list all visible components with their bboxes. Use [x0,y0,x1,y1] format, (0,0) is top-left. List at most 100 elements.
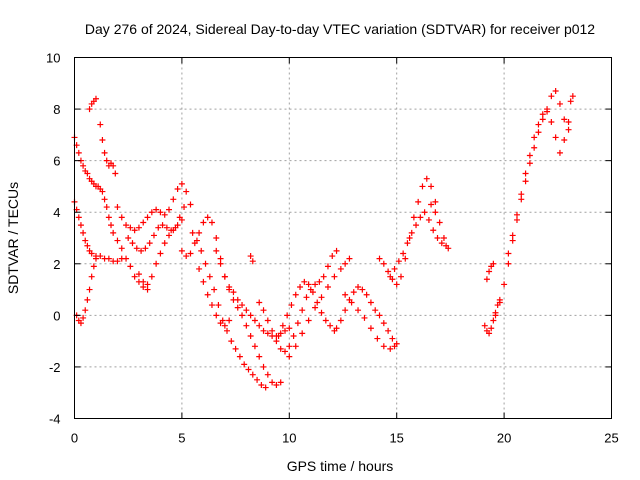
data-point [331,273,338,280]
data-point [221,273,228,280]
data-point [565,118,572,125]
data-point [535,121,542,128]
data-point [153,260,160,267]
series-arc-e [114,180,194,234]
data-point [208,302,215,309]
data-point [127,263,134,270]
data-point [324,283,331,290]
data-point [183,253,190,260]
data-point [483,276,490,283]
data-point [249,371,256,378]
data-point [234,304,241,311]
data-point [127,224,134,231]
data-point [159,222,166,229]
data-point [486,330,493,337]
data-point [140,219,147,226]
y-axis-title: SDTVAR / TECUs [5,182,21,294]
series-arc-l [247,253,256,265]
data-point [92,255,99,262]
data-point [279,322,286,329]
data-point [82,307,89,314]
data-point [163,224,170,231]
data-point [146,240,153,247]
series-arc-j [196,265,233,329]
data-point [518,196,525,203]
data-point [522,170,529,177]
data-point [228,338,235,345]
data-point [526,152,533,159]
data-point [196,265,203,272]
data-point [140,283,147,290]
series-arc-q [342,291,398,352]
data-point [397,273,404,280]
y-tick-label: 4 [53,205,60,220]
data-point [413,222,420,229]
data-point [157,250,164,257]
data-point [245,366,252,373]
series-arc-a [71,134,151,293]
data-point [86,286,93,293]
data-point [496,299,503,306]
data-point [114,237,121,244]
data-point [247,312,254,319]
data-point [243,307,250,314]
data-point [342,307,349,314]
data-point [286,343,293,350]
data-point [492,312,499,319]
data-point [312,281,319,288]
data-point [333,247,340,254]
data-point [260,363,267,370]
data-point [99,137,106,144]
data-point [359,286,366,293]
data-point [258,381,265,388]
data-point [114,258,121,265]
data-point [297,283,304,290]
data-point [77,222,84,229]
data-point [438,240,445,247]
series-arc-o [286,255,353,360]
data-point [105,255,112,262]
data-point [361,314,368,321]
data-point [189,229,196,236]
data-point [221,322,228,329]
data-point [425,216,432,223]
data-point [355,307,362,314]
data-point [367,299,374,306]
data-point [131,273,138,280]
data-point [488,325,495,332]
data-point [234,296,241,303]
data-point [342,291,349,298]
data-point [208,219,215,226]
data-point [342,260,349,267]
data-point [434,235,441,241]
data-point [230,289,237,296]
data-point [97,253,104,260]
data-point [531,144,538,151]
data-point [88,273,95,280]
data-point [254,376,261,383]
data-point [337,317,344,324]
data-point [217,320,224,327]
data-point [118,245,125,252]
data-point [183,188,190,195]
data-point [393,281,400,288]
data-point [402,255,409,262]
data-point [148,273,155,280]
data-point [277,345,284,352]
data-point [239,302,246,309]
data-point [406,235,413,241]
y-tick-label: 2 [53,257,60,272]
data-point [305,317,312,324]
data-point [363,291,370,298]
data-point [552,134,559,141]
data-point [481,322,488,329]
data-point [329,253,336,260]
data-point [232,345,239,352]
series-arc-r [376,175,439,288]
data-point [513,211,520,218]
data-point [327,322,334,329]
data-point [490,260,497,267]
y-tick-label: 10 [46,51,60,66]
data-point [241,361,248,368]
data-point [249,258,256,265]
